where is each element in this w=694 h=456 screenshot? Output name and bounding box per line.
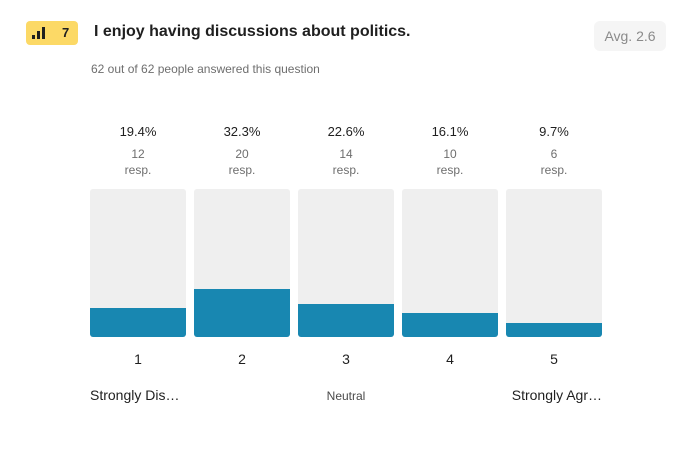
bar-count-unit: resp. <box>332 163 360 177</box>
bar-track <box>506 189 602 337</box>
answered-count-text: 62 out of 62 people answered this questi… <box>91 62 320 76</box>
bar-percent-label: 19.4% <box>119 124 157 139</box>
scale-label-mid: Neutral <box>326 389 366 403</box>
bar-percent-label: 16.1% <box>431 124 469 139</box>
bar-count-unit: resp. <box>436 163 464 177</box>
scale-label-low: Strongly Dis… <box>90 387 180 403</box>
question-title: I enjoy having discussions about politic… <box>94 23 411 40</box>
bar-percent-label: 32.3% <box>223 124 261 139</box>
bar-count-label: 6 <box>550 147 558 161</box>
bar-percent-label: 9.7% <box>539 124 569 139</box>
bar-track <box>194 189 290 337</box>
bar <box>298 304 394 337</box>
bar-count-label: 14 <box>339 147 353 161</box>
average-badge: Avg. 2.6 <box>594 21 666 51</box>
bar-chart-icon <box>32 27 45 39</box>
bar <box>90 308 186 337</box>
bar <box>194 289 290 337</box>
bar-count-unit: resp. <box>228 163 256 177</box>
category-label: 4 <box>446 351 454 367</box>
category-label: 1 <box>134 351 142 367</box>
scale-label-high: Strongly Agr… <box>511 387 602 403</box>
category-label: 5 <box>550 351 558 367</box>
question-number-badge: 7 <box>26 21 78 45</box>
bar-count-unit: resp. <box>124 163 152 177</box>
bar-track <box>298 189 394 337</box>
bar-count-label: 10 <box>443 147 457 161</box>
category-label: 3 <box>342 351 350 367</box>
question-number: 7 <box>62 25 70 40</box>
bar-count-label: 20 <box>235 147 249 161</box>
bar-count-unit: resp. <box>540 163 568 177</box>
bar-track <box>402 189 498 337</box>
bar <box>506 323 602 337</box>
bar-count-label: 12 <box>131 147 145 161</box>
category-label: 2 <box>238 351 246 367</box>
bar-track <box>90 189 186 337</box>
bar-percent-label: 22.6% <box>327 124 365 139</box>
bar <box>402 313 498 337</box>
